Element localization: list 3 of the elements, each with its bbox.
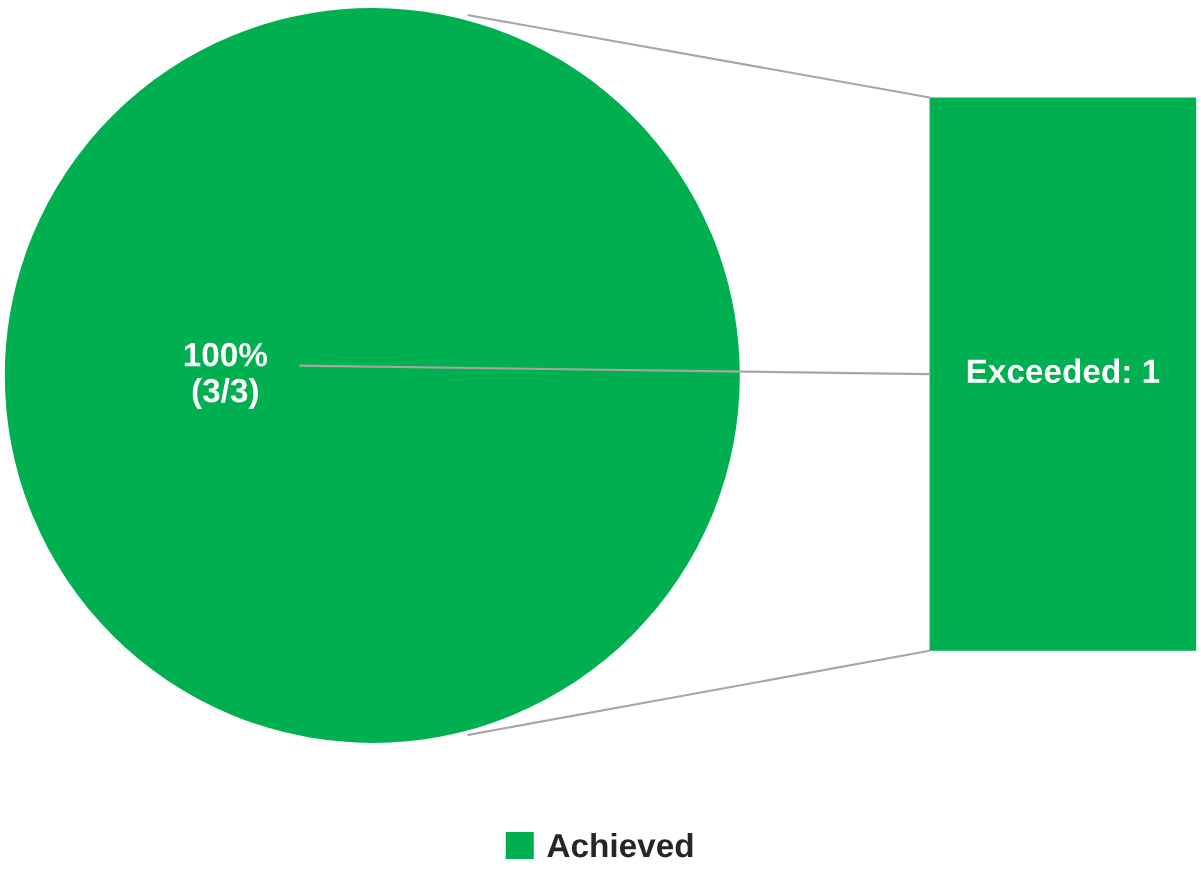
data-label: 100% (3/3) — [184, 342, 268, 409]
text: Exceeded: 1 — [967, 358, 1160, 384]
legend-label: Achieved — [547, 832, 693, 858]
